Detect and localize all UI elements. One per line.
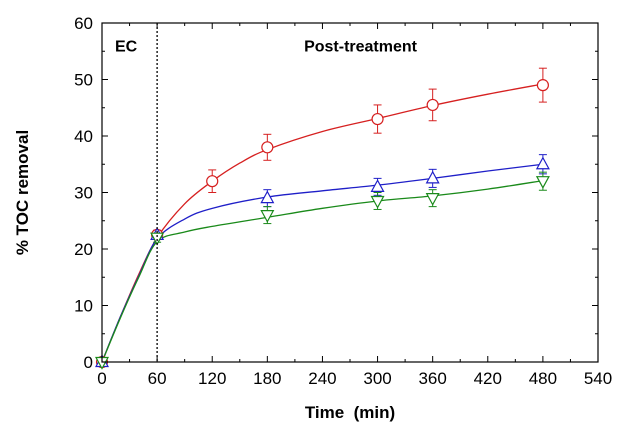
y-axis-title: % TOC removal — [13, 130, 32, 255]
circle-marker — [206, 175, 219, 188]
y-tick-label: 10 — [74, 297, 93, 316]
annotation-post-treatment: Post-treatment — [304, 39, 418, 56]
x-tick-label: 540 — [584, 369, 612, 388]
x-tick-label: 420 — [474, 369, 502, 388]
x-tick-label: 360 — [418, 369, 446, 388]
triangle-down-marker — [260, 210, 275, 223]
circle-marker — [261, 141, 274, 154]
triangle-down-marker — [370, 195, 385, 209]
circle-marker — [536, 79, 549, 92]
x-tick-label: 180 — [253, 369, 281, 388]
plot-frame — [101, 22, 599, 363]
triangle-up-marker — [535, 156, 550, 170]
x-tick-label: 480 — [529, 369, 557, 388]
x-axis-title: Time (min) — [305, 403, 395, 422]
series-2-line — [101, 179, 543, 363]
x-tick-label: 60 — [148, 369, 167, 388]
triangle-up-marker — [425, 170, 440, 184]
y-tick-label: 0 — [84, 353, 93, 372]
triangle-down-marker — [425, 193, 440, 206]
y-tick-label: 30 — [74, 184, 93, 203]
y-axis-ticks: 0 10 20 30 40 50 60 — [74, 14, 598, 372]
circle-marker — [426, 98, 439, 112]
triangle-up-marker — [370, 179, 385, 192]
series-curves — [101, 83, 544, 363]
y-tick-label: 60 — [74, 14, 93, 33]
x-tick-label: 0 — [97, 369, 106, 388]
series-0-line — [101, 83, 544, 363]
y-tick-label: 50 — [74, 71, 93, 90]
circle-marker — [371, 112, 384, 126]
triangle-down-marker — [150, 232, 165, 246]
x-tick-label: 120 — [198, 369, 226, 388]
x-axis-ticks: 0 60 120 180 240 300 360 420 480 540 — [97, 23, 612, 388]
triangle-down-marker — [535, 176, 550, 189]
y-tick-label: 40 — [74, 127, 93, 146]
y-tick-label: 20 — [74, 240, 93, 259]
annotation-ec: EC — [115, 39, 138, 56]
triangle-up-marker — [260, 190, 275, 204]
x-tick-label: 240 — [308, 369, 336, 388]
series-1-line — [101, 163, 543, 363]
series-markers — [94, 79, 550, 370]
x-tick-label: 300 — [363, 369, 391, 388]
